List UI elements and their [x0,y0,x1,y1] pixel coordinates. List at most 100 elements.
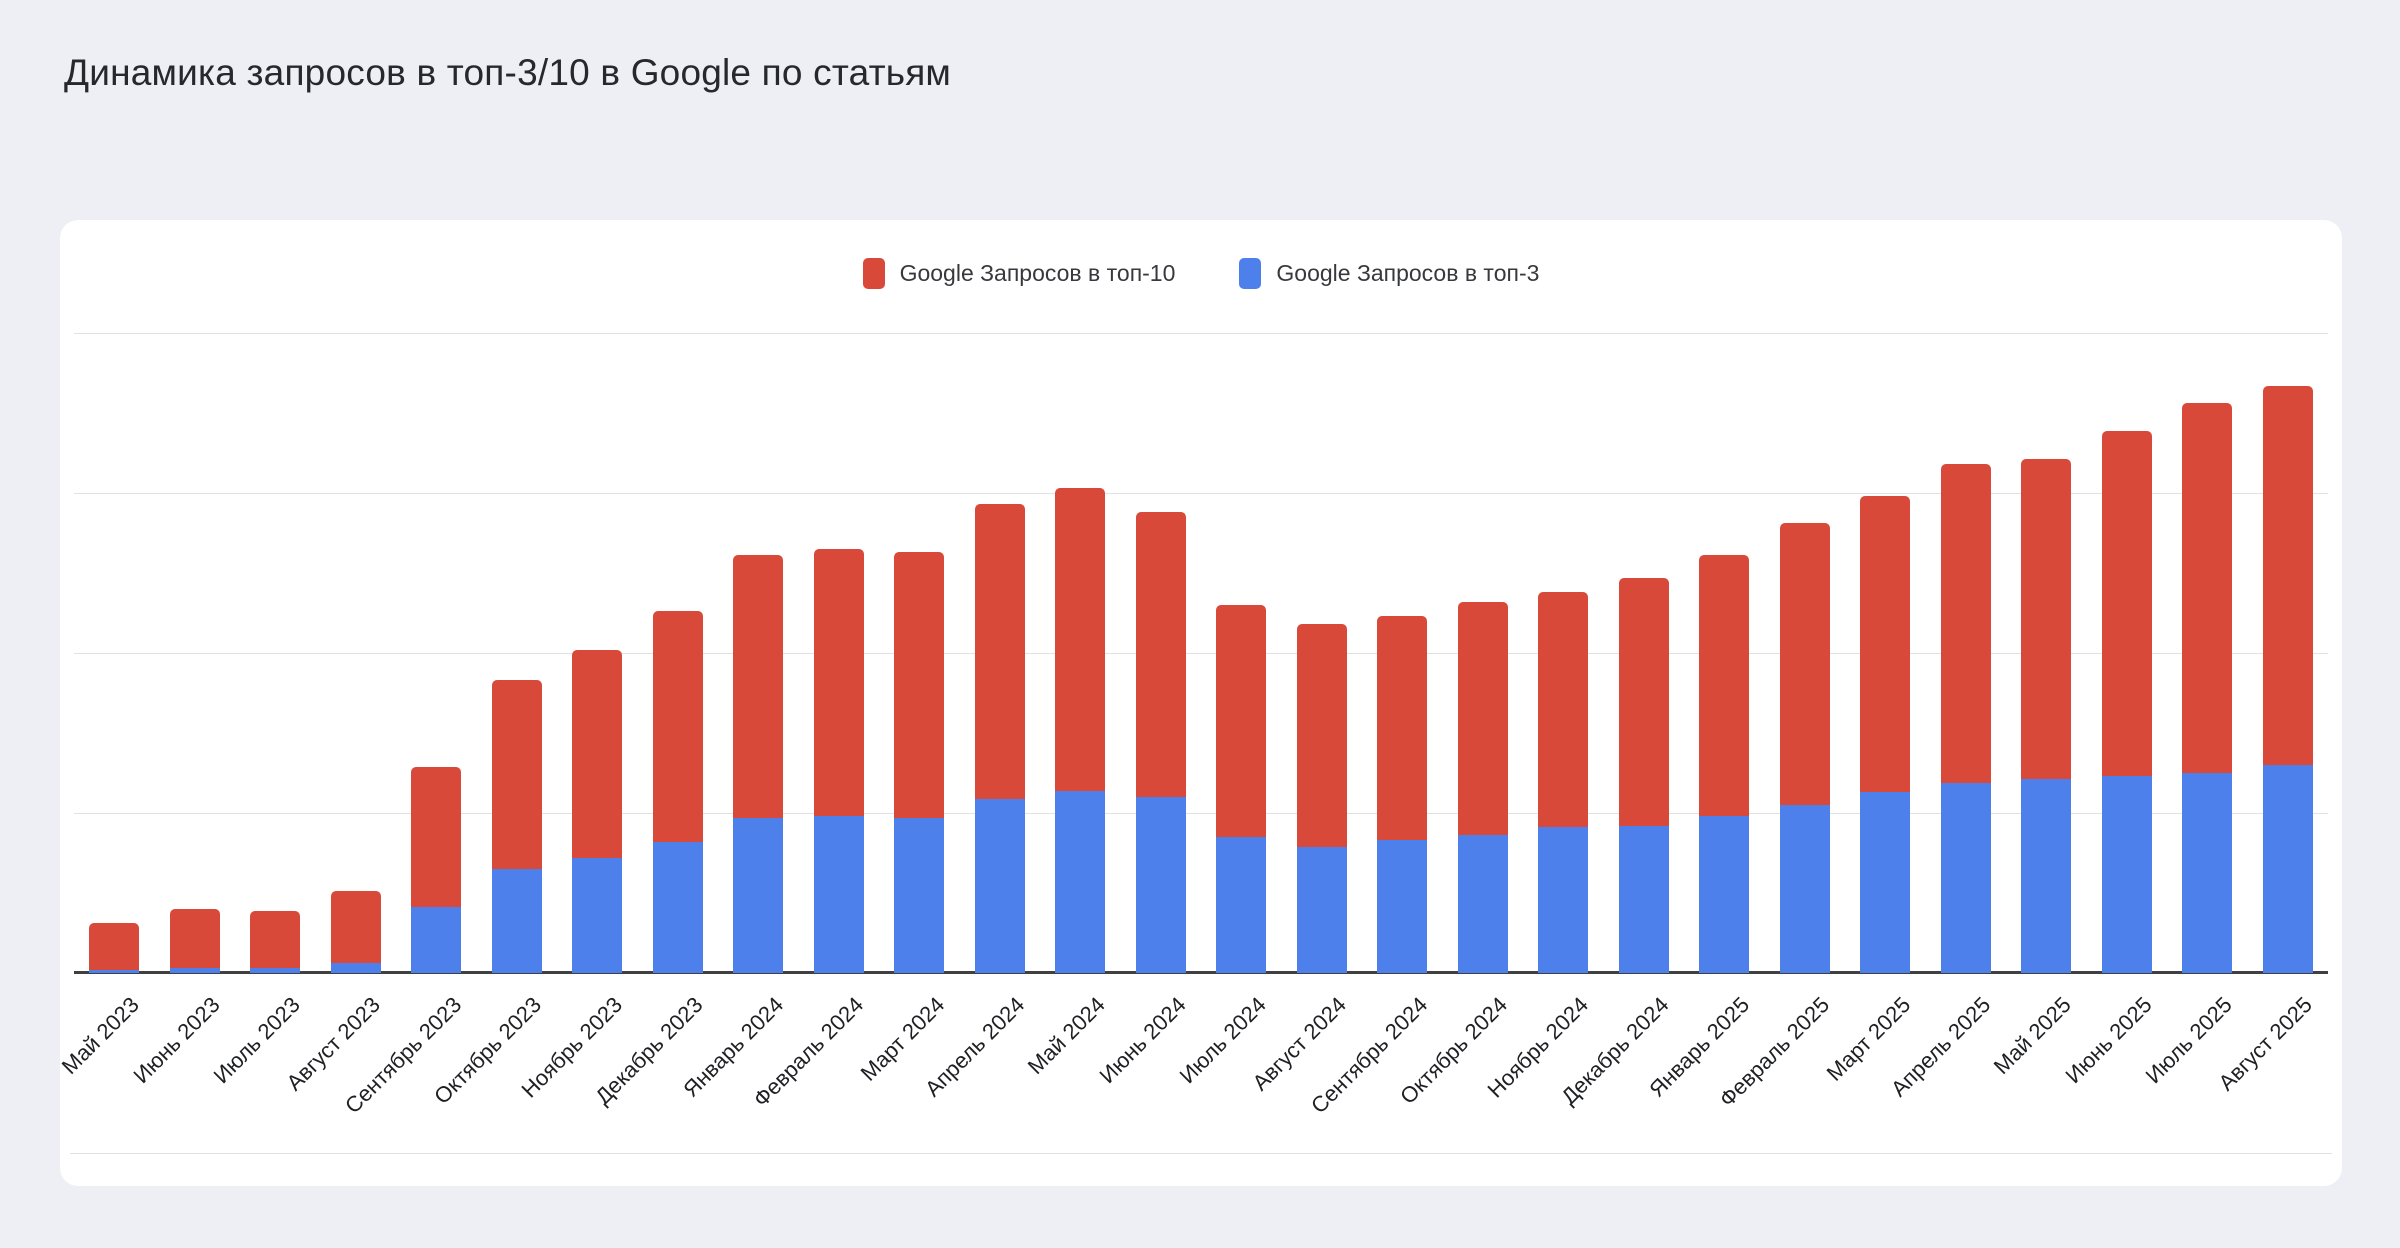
bar-segment-top3[interactable] [330,963,381,973]
bar-segment-top10[interactable] [250,910,301,969]
bar-segment-top10[interactable] [894,552,945,818]
bar-segment-top3[interactable] [169,968,220,973]
bar-segment-top3[interactable] [250,968,301,973]
bar-segment-top10[interactable] [1135,512,1186,797]
bar-stack[interactable] [1538,592,1589,973]
bar-segment-top3[interactable] [89,969,140,973]
bar-segment-top10[interactable] [2182,403,2233,773]
bar-segment-top10[interactable] [2101,430,2152,777]
bar-segment-top10[interactable] [1699,555,1750,817]
bar-stack[interactable] [330,891,381,973]
bar-segment-top3[interactable] [1216,837,1267,973]
legend-swatch-top10 [862,258,885,289]
bar-segment-top10[interactable] [89,923,140,970]
bar-stack[interactable] [1699,555,1750,973]
bar-stack[interactable] [1860,496,1911,973]
bar-segment-top10[interactable] [1457,601,1508,836]
bar-segment-top3[interactable] [1135,797,1186,973]
legend-item[interactable]: Google Запросов в топ-3 [1239,258,1539,289]
bar-segment-top3[interactable] [1699,816,1750,973]
bar-segment-top3[interactable] [1779,805,1830,973]
bar-column [1443,333,1524,973]
bar-stack[interactable] [2101,430,2152,973]
bar-stack[interactable] [894,552,945,973]
bar-stack[interactable] [1457,601,1508,973]
bar-column [1604,333,1685,973]
bar-segment-top3[interactable] [813,816,864,973]
bar-segment-top10[interactable] [572,649,623,858]
bar-segment-top3[interactable] [1940,782,1991,973]
bar-segment-top3[interactable] [1296,846,1347,973]
bar-segment-top10[interactable] [1860,496,1911,793]
bar-stack[interactable] [1216,605,1267,973]
bar-column [2006,333,2087,973]
legend-label: Google Запросов в топ-3 [1276,260,1540,286]
bar-stack[interactable] [572,649,623,973]
bar-segment-top10[interactable] [411,766,462,908]
bar-column [2167,333,2248,973]
bar-segment-top3[interactable] [2262,765,2313,973]
bar-stack[interactable] [491,680,542,973]
bar-segment-top3[interactable] [1538,827,1589,973]
bar-segment-top10[interactable] [330,891,381,964]
bar-segment-top3[interactable] [974,798,1025,973]
bar-stack[interactable] [1296,624,1347,973]
bar-column [1201,333,1282,973]
bar-stack[interactable] [169,909,220,973]
bar-segment-top3[interactable] [1055,790,1106,973]
bar-segment-top10[interactable] [1377,616,1428,841]
bar-segment-top10[interactable] [491,680,542,869]
bar-segment-top3[interactable] [2182,773,2233,973]
bar-stack[interactable] [411,766,462,973]
bar-segment-top10[interactable] [974,504,1025,799]
bar-column [235,333,316,973]
bar-stack[interactable] [813,549,864,973]
bar-stack[interactable] [652,611,703,973]
bar-stack[interactable] [1135,512,1186,973]
bar-segment-top10[interactable] [2262,385,2313,765]
bar-segment-top10[interactable] [1055,488,1106,791]
legend-item[interactable]: Google Запросов в топ-10 [862,258,1175,289]
bar-segment-top10[interactable] [169,909,220,969]
bar-stack[interactable] [1779,523,1830,973]
bar-segment-top3[interactable] [1618,825,1669,973]
bar-stack[interactable] [1055,488,1106,973]
bar-stack[interactable] [1377,616,1428,973]
bar-segment-top10[interactable] [1618,577,1669,826]
bar-segment-top10[interactable] [733,555,784,818]
bar-stack[interactable] [250,910,301,973]
bar-segment-top10[interactable] [652,611,703,842]
bar-column [718,333,799,973]
bar-segment-top3[interactable] [1377,840,1428,973]
bar-stack[interactable] [733,555,784,973]
bar-segment-top3[interactable] [733,817,784,973]
bar-column [1845,333,1926,973]
bar-stack[interactable] [1618,577,1669,973]
bar-segment-top3[interactable] [1457,835,1508,973]
bar-column [799,333,880,973]
bar-segment-top3[interactable] [652,841,703,973]
bar-segment-top10[interactable] [1779,523,1830,805]
bar-stack[interactable] [89,923,140,973]
bar-segment-top3[interactable] [894,817,945,973]
bar-segment-top10[interactable] [1538,592,1589,828]
bar-column [477,333,558,973]
bar-stack[interactable] [1940,464,1991,973]
bar-segment-top3[interactable] [2101,776,2152,973]
bar-segment-top3[interactable] [491,869,542,973]
bars-layer [74,333,2328,973]
bar-segment-top3[interactable] [2021,779,2072,973]
bar-segment-top3[interactable] [411,907,462,973]
bar-segment-top10[interactable] [1940,464,1991,783]
bar-segment-top10[interactable] [1296,624,1347,847]
bar-stack[interactable] [2021,459,2072,973]
bar-segment-top3[interactable] [572,857,623,973]
bar-stack[interactable] [2262,385,2313,973]
bar-segment-top10[interactable] [1216,605,1267,837]
bar-segment-top3[interactable] [1860,792,1911,973]
bar-stack[interactable] [2182,403,2233,973]
gridline [74,493,2328,494]
bar-segment-top10[interactable] [813,549,864,817]
bar-stack[interactable] [974,504,1025,973]
bar-segment-top10[interactable] [2021,459,2072,780]
